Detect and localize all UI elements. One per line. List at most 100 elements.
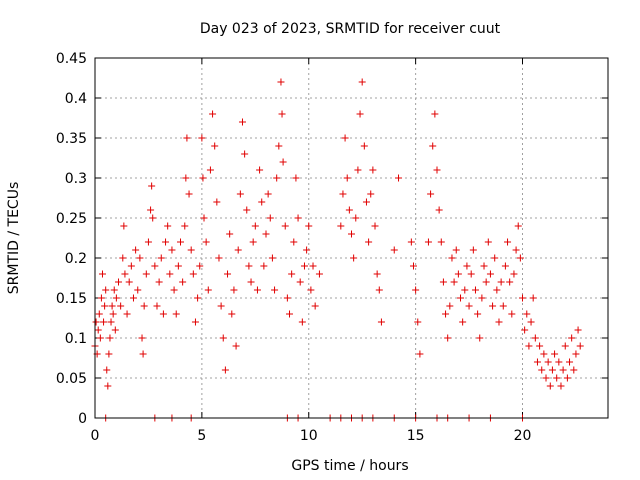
data-point (459, 318, 467, 326)
data-point (536, 342, 544, 350)
data-point (98, 270, 106, 278)
data-point (279, 158, 287, 166)
data-point (292, 174, 300, 182)
data-point (278, 110, 286, 118)
data-point (120, 222, 128, 230)
data-point (444, 334, 452, 342)
data-point (508, 310, 516, 318)
data-point (249, 238, 257, 246)
data-point (495, 318, 503, 326)
data-point (96, 334, 104, 342)
data-point (177, 238, 184, 246)
y-tick-label: 0.4 (65, 91, 87, 107)
x-tick-label: 0 (91, 428, 100, 444)
data-point (307, 286, 315, 294)
data-point (471, 286, 479, 294)
data-point (514, 222, 522, 230)
y-tick-label: 0.35 (56, 131, 87, 147)
data-point (219, 334, 227, 342)
data-point (469, 246, 477, 254)
data-point (179, 278, 187, 286)
data-point (241, 150, 249, 158)
data-point (117, 302, 125, 310)
data-point (136, 254, 144, 262)
data-point (264, 190, 272, 198)
data-point (189, 270, 197, 278)
data-point (183, 134, 191, 142)
data-point (407, 238, 415, 246)
data-point (107, 318, 115, 326)
data-point (358, 78, 366, 86)
data-point (377, 318, 385, 326)
grid-lines (95, 58, 608, 418)
data-point (527, 318, 535, 326)
y-tick-label: 0.05 (56, 371, 87, 387)
data-point (191, 318, 199, 326)
data-point (94, 326, 102, 334)
data-point (288, 270, 296, 278)
data-point (555, 358, 563, 366)
data-point (253, 286, 261, 294)
data-point (185, 190, 193, 198)
data-point (533, 358, 541, 366)
data-point (109, 310, 117, 318)
data-point (194, 294, 202, 302)
data-point (356, 110, 364, 118)
data-point (553, 374, 561, 382)
data-point (256, 166, 264, 174)
data-point (568, 334, 576, 342)
data-point (92, 318, 100, 326)
data-point (102, 286, 110, 294)
data-point (395, 174, 403, 182)
data-point (139, 350, 147, 358)
data-point (134, 286, 142, 294)
data-point (448, 254, 456, 262)
data-point (275, 142, 283, 150)
y-axis-label: SRMTID / TECUs (6, 182, 22, 295)
data-point (360, 142, 368, 150)
data-point (538, 366, 546, 374)
data-point (373, 270, 381, 278)
data-point (452, 246, 460, 254)
data-point (414, 318, 422, 326)
data-point (296, 278, 304, 286)
data-point (202, 238, 210, 246)
data-point (200, 214, 208, 222)
data-point (105, 350, 113, 358)
data-point (209, 110, 217, 118)
data-point (544, 358, 552, 366)
data-point (266, 214, 274, 222)
data-point (106, 334, 114, 342)
data-point (125, 278, 133, 286)
data-point (101, 302, 109, 310)
data-point (300, 262, 308, 270)
data-point (196, 262, 204, 270)
data-point (566, 358, 574, 366)
data-point (499, 302, 507, 310)
data-point (142, 270, 150, 278)
data-point (245, 262, 253, 270)
data-point (493, 286, 501, 294)
data-point (315, 270, 323, 278)
data-point (574, 326, 582, 334)
data-point (290, 238, 298, 246)
data-point (365, 238, 373, 246)
data-point (232, 342, 240, 350)
data-point (155, 278, 163, 286)
data-point (424, 238, 432, 246)
data-point (213, 198, 221, 206)
data-point (119, 254, 127, 262)
data-point (103, 366, 111, 374)
data-point (198, 134, 206, 142)
data-point (478, 294, 486, 302)
x-tick-label: 15 (407, 428, 425, 444)
data-point (182, 174, 190, 182)
data-point (531, 334, 539, 342)
y-tick-label: 0.15 (56, 291, 87, 307)
data-point (350, 254, 358, 262)
data-point (570, 366, 578, 374)
data-point (162, 238, 170, 246)
data-point (164, 222, 172, 230)
data-point (345, 206, 353, 214)
axis-ticks: 0 0.05 0.1 0.15 0.2 0.25 0.3 0.35 0.4 0.45 0 5 10 15 2… (56, 51, 608, 444)
